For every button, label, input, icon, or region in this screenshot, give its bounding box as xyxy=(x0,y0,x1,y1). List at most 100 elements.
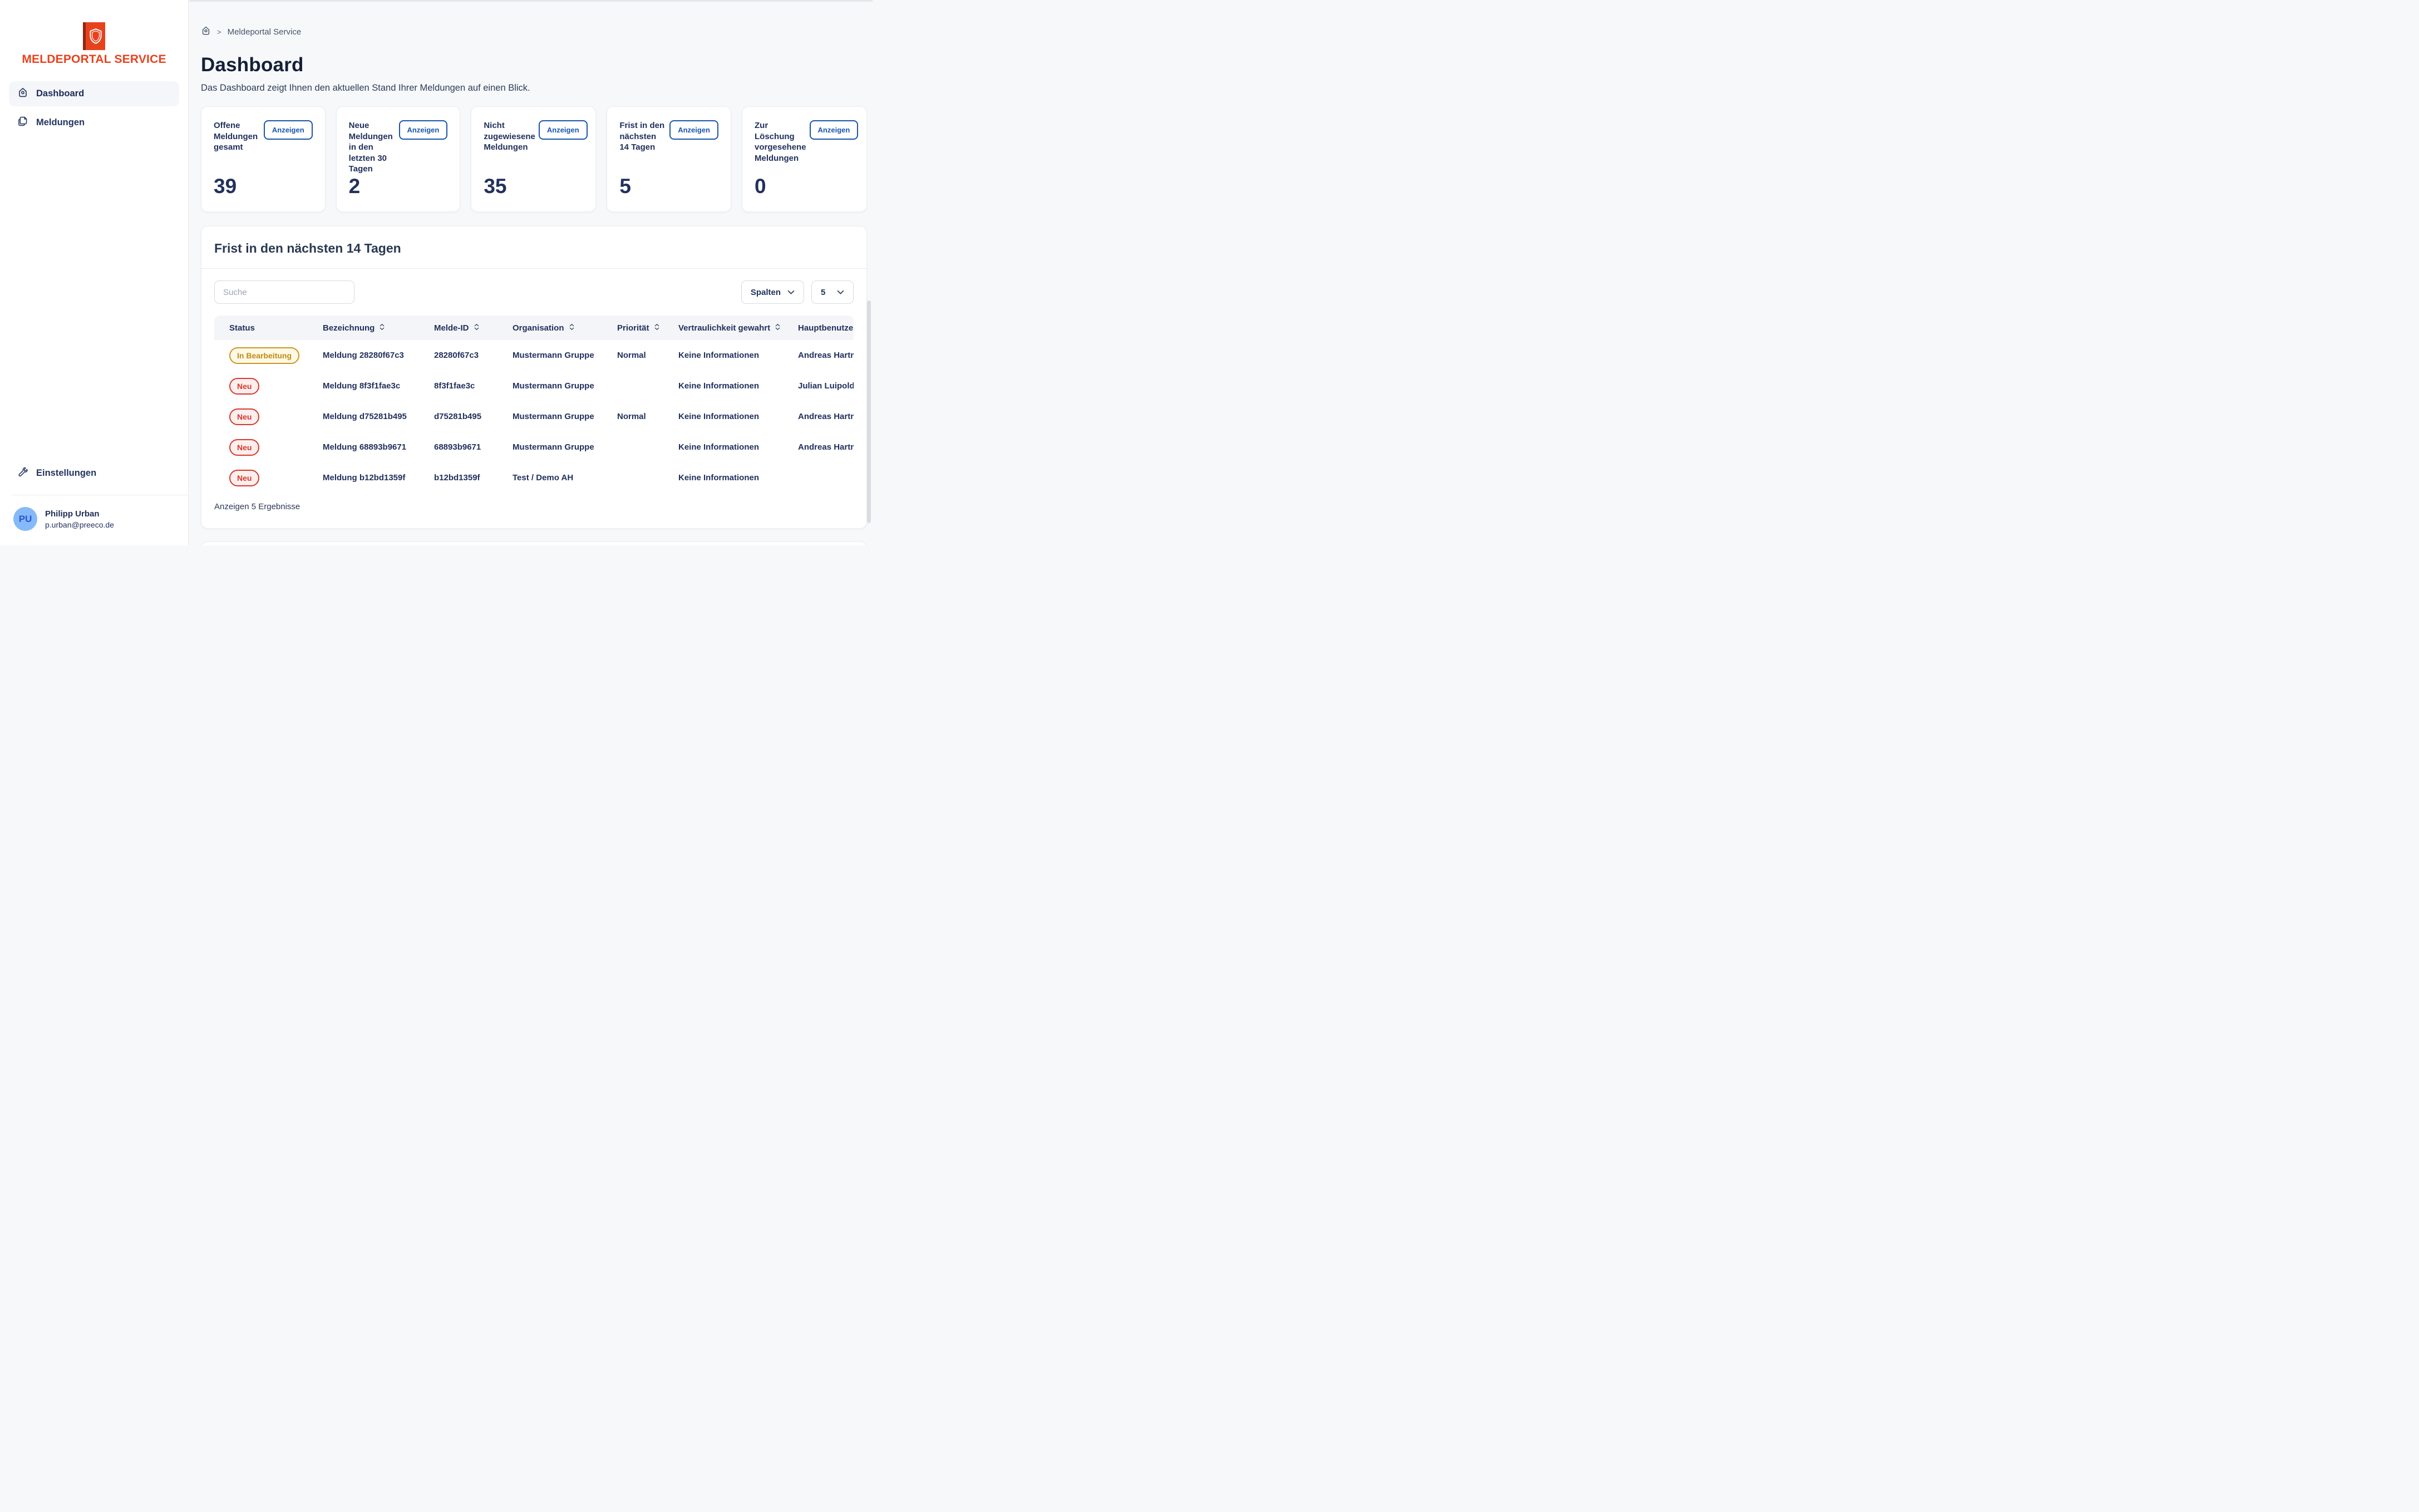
documents-icon xyxy=(17,116,28,130)
breadcrumb-current[interactable]: Meldeportal Service xyxy=(227,27,302,37)
cell-bezeichnung: Meldung 8f3f1fae3c xyxy=(323,381,401,391)
next-section-card-partial xyxy=(201,541,867,545)
table-controls: Spalten 5 xyxy=(214,280,854,304)
stat-card-title: Zur Löschung vorgesehene Meldungen xyxy=(755,121,806,163)
logo: MELDEPORTAL SERVICE xyxy=(0,22,188,66)
sidebar-item-label: Meldungen xyxy=(36,117,85,127)
home-icon[interactable] xyxy=(201,26,211,38)
sidebar: MELDEPORTAL SERVICE Dashboard Meldungen xyxy=(0,0,189,545)
stat-card-frist-14-tage: Frist in den nächsten 14 Tagen Anzeigen … xyxy=(607,106,732,212)
sidebar-item-label: Dashboard xyxy=(36,88,85,98)
cell-melde-id: 28280f67c3 xyxy=(434,351,479,360)
table-row[interactable]: Neu Meldung b12bd1359f b12bd1359f Test /… xyxy=(214,462,854,493)
sidebar-nav: Dashboard Meldungen xyxy=(9,81,179,135)
vertical-scrollbar-thumb[interactable] xyxy=(867,301,871,523)
stat-card-value: 39 xyxy=(214,175,237,198)
columns-dropdown-label: Spalten xyxy=(750,287,781,297)
table-row[interactable]: Neu Meldung 8f3f1fae3c 8f3f1fae3c Muster… xyxy=(214,371,854,401)
cell-hauptbenutzer: Andreas Hartma xyxy=(798,442,854,452)
cell-hauptbenutzer: Julian Luipold xyxy=(798,381,854,391)
cell-hauptbenutzer: Andreas Hartma xyxy=(798,412,854,421)
anzeigen-button[interactable]: Anzeigen xyxy=(398,120,448,140)
table-section-title: Frist in den nächsten 14 Tagen xyxy=(214,241,401,255)
breadcrumb-separator: > xyxy=(217,27,221,36)
page-title: Dashboard xyxy=(201,54,304,76)
cell-melde-id: b12bd1359f xyxy=(434,473,480,482)
column-header-hauptbenutzer[interactable]: Hauptbenutzer xyxy=(798,323,854,333)
column-header-bezeichnung[interactable]: Bezeichnung xyxy=(323,323,434,333)
cell-vertraulichkeit: Keine Informationen xyxy=(678,381,760,391)
wrench-icon xyxy=(17,466,28,480)
chevron-down-icon xyxy=(837,288,844,297)
anzeigen-button[interactable]: Anzeigen xyxy=(809,120,859,140)
cell-prioritaet: Normal xyxy=(617,412,646,421)
user-name: Philipp Urban xyxy=(45,509,100,519)
stat-card-offene-meldungen: Offene Meldungen gesamt Anzeigen 39 xyxy=(201,106,326,212)
status-badge: Neu xyxy=(229,439,260,456)
columns-dropdown[interactable]: Spalten xyxy=(741,280,804,304)
stat-card-title: Nicht zugewiesene Meldungen xyxy=(484,121,535,152)
sidebar-item-meldungen[interactable]: Meldungen xyxy=(9,110,179,135)
sort-icon xyxy=(569,323,575,333)
stat-card-neue-meldungen: Neue Meldungen in den letzten 30 Tagen A… xyxy=(336,106,461,212)
stat-card-value: 0 xyxy=(755,175,766,198)
logo-shield-icon xyxy=(83,22,105,50)
settings-label: Einstellungen xyxy=(36,468,97,478)
anzeigen-button[interactable]: Anzeigen xyxy=(669,120,719,140)
column-header-prioritaet[interactable]: Priorität xyxy=(617,323,678,333)
sidebar-item-dashboard[interactable]: Dashboard xyxy=(9,81,179,106)
anzeigen-button[interactable]: Anzeigen xyxy=(263,120,313,140)
cell-organisation: Mustermann Gruppe xyxy=(513,351,594,360)
divider xyxy=(201,268,866,269)
user-menu[interactable]: PU Philipp Urban p.urban@preeco.de xyxy=(0,495,188,545)
avatar: PU xyxy=(13,507,37,531)
cell-melde-id: 68893b9671 xyxy=(434,442,481,452)
status-badge: In Bearbeitung xyxy=(229,347,300,364)
anzeigen-button[interactable]: Anzeigen xyxy=(538,120,588,140)
table-row[interactable]: Neu Meldung d75281b495 d75281b495 Muster… xyxy=(214,401,854,432)
cell-melde-id: 8f3f1fae3c xyxy=(434,381,475,391)
column-header-status: Status xyxy=(229,323,255,333)
cell-organisation: Test / Demo AH xyxy=(513,473,574,482)
column-header-melde-id[interactable]: Melde-ID xyxy=(434,323,513,333)
stat-card-zur-loeschung: Zur Löschung vorgesehene Meldungen Anzei… xyxy=(742,106,868,212)
stat-card-title: Offene Meldungen gesamt xyxy=(214,121,258,152)
sidebar-item-einstellungen[interactable]: Einstellungen xyxy=(0,461,188,486)
cell-vertraulichkeit: Keine Informationen xyxy=(678,351,760,360)
status-badge: Neu xyxy=(229,469,260,486)
sort-icon xyxy=(775,323,781,333)
cell-vertraulichkeit: Keine Informationen xyxy=(678,473,760,482)
cell-hauptbenutzer: Andreas Hartma xyxy=(798,351,854,360)
column-header-vertraulichkeit[interactable]: Vertraulichkeit gewahrt xyxy=(678,323,798,333)
cell-organisation: Mustermann Gruppe xyxy=(513,412,594,421)
cell-bezeichnung: Meldung 28280f67c3 xyxy=(323,351,404,360)
frist-table-section: Frist in den nächsten 14 Tagen Spalten 5 xyxy=(201,226,867,529)
stat-card-title: Frist in den nächsten 14 Tagen xyxy=(619,121,665,152)
cell-vertraulichkeit: Keine Informationen xyxy=(678,442,760,452)
main-content: > Meldeportal Service Dashboard Das Dash… xyxy=(189,0,873,545)
page-subtitle: Das Dashboard zeigt Ihnen den aktuellen … xyxy=(201,83,530,93)
sidebar-bottom: Einstellungen PU Philipp Urban p.urban@p… xyxy=(0,461,188,545)
status-badge: Neu xyxy=(229,408,260,425)
results-count-text: Anzeigen 5 Ergebnisse xyxy=(214,502,300,511)
cell-organisation: Mustermann Gruppe xyxy=(513,442,594,452)
column-header-organisation[interactable]: Organisation xyxy=(513,323,617,333)
cell-vertraulichkeit: Keine Informationen xyxy=(678,412,760,421)
search-input[interactable] xyxy=(214,280,354,304)
table-header-row: Status Bezeichnung Melde-ID Organisation xyxy=(214,316,854,340)
page-size-value: 5 xyxy=(821,287,826,297)
table-row[interactable]: In Bearbeitung Meldung 28280f67c3 28280f… xyxy=(214,340,854,371)
breadcrumb: > Meldeportal Service xyxy=(201,26,867,38)
user-email: p.urban@preeco.de xyxy=(45,520,114,529)
table-row[interactable]: Neu Meldung 68893b9671 68893b9671 Muster… xyxy=(214,432,854,462)
stat-card-nicht-zugewiesene: Nicht zugewiesene Meldungen Anzeigen 35 xyxy=(471,106,597,212)
sort-icon xyxy=(379,323,385,333)
cell-melde-id: d75281b495 xyxy=(434,412,482,421)
stat-card-value: 5 xyxy=(619,175,631,198)
home-icon xyxy=(17,87,28,101)
stat-cards-row: Offene Meldungen gesamt Anzeigen 39 Neue… xyxy=(201,106,868,212)
stat-card-value: 2 xyxy=(348,175,361,198)
stat-card-title: Neue Meldungen in den letzten 30 Tagen xyxy=(348,121,393,174)
page-size-dropdown[interactable]: 5 xyxy=(811,280,854,304)
cell-bezeichnung: Meldung 68893b9671 xyxy=(323,442,407,452)
